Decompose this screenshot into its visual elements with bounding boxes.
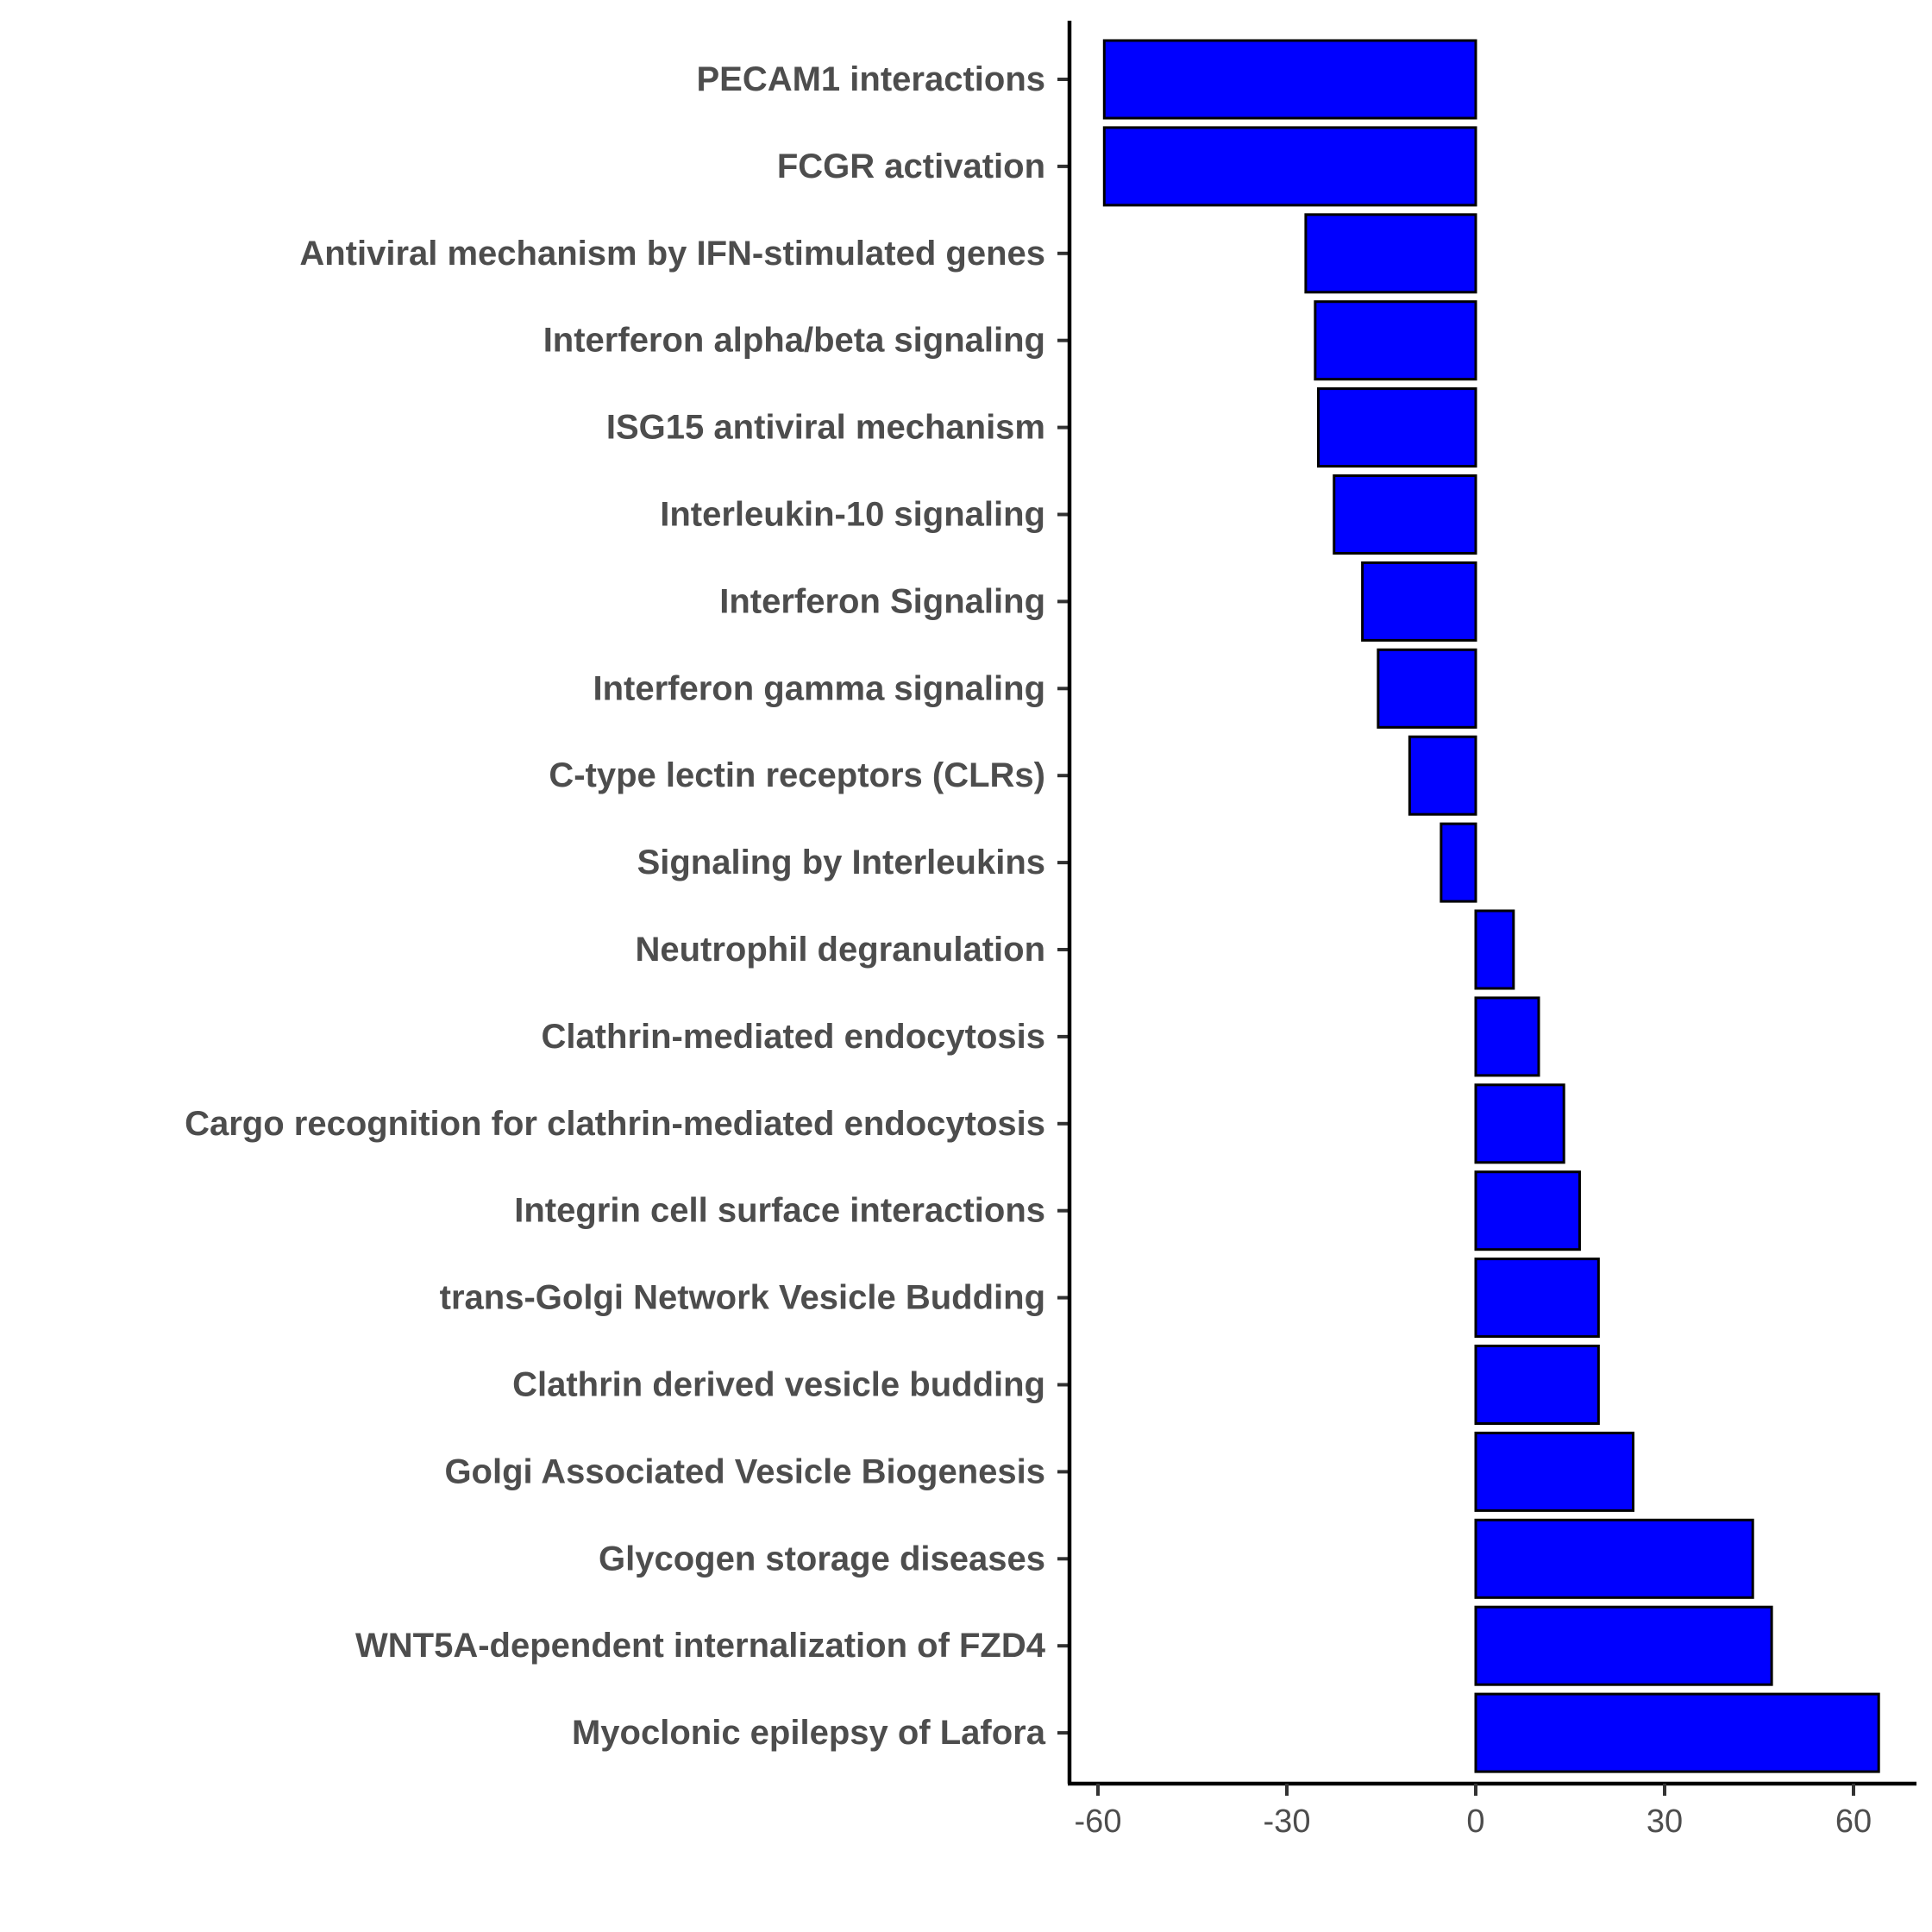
category-label: Interferon alpha/beta signaling [543, 322, 1045, 360]
bar-c-type-lectin-receptors-clrs [1408, 735, 1477, 816]
bar-clathrin-mediated-endocytosis [1474, 996, 1540, 1077]
bar-myoclonic-epilepsy-of-lafora [1474, 1692, 1880, 1773]
y-axis-ticks [1057, 78, 1070, 1735]
bar-neutrophil-degranulation [1474, 909, 1515, 990]
x-tick-label: 0 [1466, 1803, 1484, 1840]
category-label: PECAM1 interactions [696, 60, 1045, 98]
bar-glycogen-storage-diseases [1474, 1518, 1754, 1599]
bar-clathrin-derived-vesicle-budding [1474, 1345, 1600, 1425]
category-label: C-type lectin receptors (CLRs) [549, 756, 1045, 794]
category-label: Interferon Signaling [719, 582, 1045, 620]
category-label: Interferon gamma signaling [593, 669, 1045, 707]
bar-antiviral-mechanism-by-ifn-stimulated-genes [1304, 213, 1477, 294]
x-axis-ticks: -60 -30 0 30 60 [1075, 1784, 1872, 1840]
bar-cargo-recognition-for-clathrin-mediated-endocytosis [1474, 1083, 1565, 1164]
bars-group [1102, 39, 1880, 1773]
category-label: Clathrin derived vesicle budding [512, 1366, 1045, 1404]
bar-golgi-associated-vesicle-biogenesis [1474, 1431, 1634, 1512]
category-label: FCGR activation [777, 147, 1045, 185]
bar-isg15-antiviral-mechanism [1317, 387, 1477, 468]
bar-fcgr-activation [1102, 126, 1477, 207]
category-label: Signaling by Interleukins [637, 844, 1045, 881]
bar-interferon-gamma-signaling [1377, 648, 1477, 729]
x-tick-label: -30 [1264, 1803, 1311, 1840]
bar-interleukin-10-signaling [1333, 474, 1477, 555]
x-tick-label: 30 [1647, 1803, 1683, 1840]
bar-integrin-cell-surface-interactions [1474, 1170, 1581, 1251]
category-label: Integrin cell surface interactions [514, 1192, 1045, 1230]
bar-trans-golgi-network-vesicle-budding [1474, 1258, 1600, 1339]
category-label: trans-Golgi Network Vesicle Budding [440, 1279, 1045, 1317]
category-label: ISG15 antiviral mechanism [606, 409, 1045, 447]
category-label: Cargo recognition for clathrin-mediated … [185, 1105, 1045, 1143]
bar-wnt5a-dependent-internalization-of-fzd4 [1474, 1605, 1773, 1686]
category-label: Golgi Associated Vesicle Biogenesis [444, 1452, 1045, 1490]
bar-pecam1-interactions [1102, 39, 1477, 120]
category-label: Clathrin-mediated endocytosis [541, 1018, 1045, 1056]
category-label: WNT5A-dependent internalization of FZD4 [355, 1627, 1046, 1665]
category-label: Myoclonic epilepsy of Lafora [572, 1714, 1046, 1752]
bar-interferon-signaling [1361, 561, 1477, 642]
category-labels: PECAM1 interactions FCGR activation Antivi… [185, 60, 1046, 1752]
x-tick-label: -60 [1075, 1803, 1122, 1840]
bar-signaling-by-interleukins [1440, 822, 1477, 903]
category-label: Glycogen storage diseases [599, 1540, 1045, 1578]
category-label: Interleukin-10 signaling [660, 496, 1045, 534]
x-tick-label: 60 [1835, 1803, 1872, 1840]
category-label: Antiviral mechanism by IFN-stimulated ge… [299, 235, 1045, 273]
bar-interferon-alpha-beta-signaling [1314, 300, 1477, 381]
category-label: Neutrophil degranulation [635, 931, 1045, 969]
